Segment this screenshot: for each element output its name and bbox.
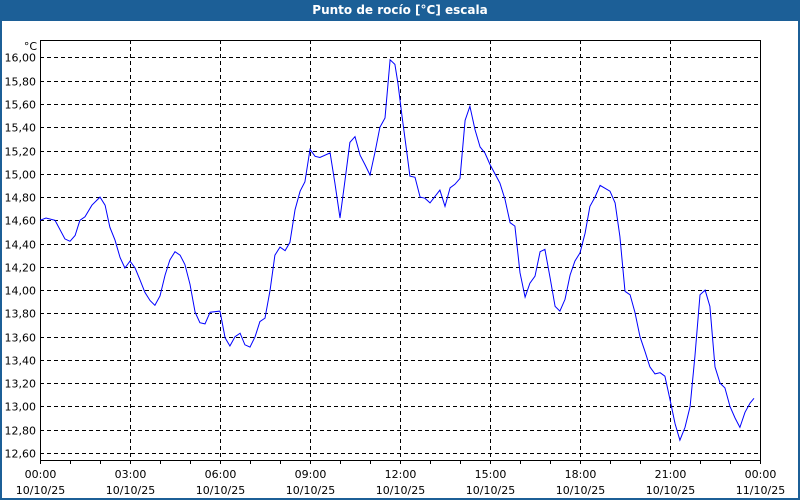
x-tick-date: 10/10/25 (106, 484, 155, 497)
y-tick-label: 15,00 (5, 169, 37, 182)
y-tick-label: 13,80 (5, 308, 37, 321)
x-tick-time: 21:00 (655, 468, 687, 481)
x-tick-time: 06:00 (205, 468, 237, 481)
x-tick-time: 00:00 (25, 468, 57, 481)
y-tick-label: 15,40 (5, 122, 37, 135)
x-tick-time: 00:00 (745, 468, 777, 481)
x-tick-date: 10/10/25 (556, 484, 605, 497)
y-tick-label: 16,00 (5, 52, 37, 65)
x-tick-date: 10/10/25 (376, 484, 425, 497)
y-tick-label: 14,80 (5, 192, 37, 205)
y-tick-label: 15,60 (5, 99, 37, 112)
y-tick-label: 14,60 (5, 215, 37, 228)
y-tick-label: 13,60 (5, 332, 37, 345)
x-tick-date: 10/10/25 (286, 484, 335, 497)
y-tick-label: 14,00 (5, 285, 37, 298)
y-tick-label: 15,80 (5, 76, 37, 89)
x-tick-time: 03:00 (115, 468, 147, 481)
x-tick-date: 10/10/25 (646, 484, 695, 497)
y-tick-label: 13,00 (5, 401, 37, 414)
x-tick-time: 09:00 (295, 468, 327, 481)
y-tick-label: 14,20 (5, 262, 37, 275)
plot-frame (40, 40, 761, 461)
y-axis-unit: °C (24, 40, 38, 53)
x-tick-date: 10/10/25 (196, 484, 245, 497)
x-tick-date: 10/10/25 (466, 484, 515, 497)
y-tick-label: 12,60 (5, 448, 37, 461)
y-tick-label: 14,40 (5, 239, 37, 252)
x-tick-time: 18:00 (565, 468, 597, 481)
x-tick-date: 10/10/25 (16, 484, 65, 497)
y-tick-label: 15,20 (5, 146, 37, 159)
window-title: Punto de rocío [°C] escala (0, 0, 800, 20)
series-line-dew-point (39, 58, 755, 442)
x-tick-time: 15:00 (475, 468, 507, 481)
x-tick-time: 12:00 (385, 468, 417, 481)
y-tick-label: 12,80 (5, 425, 37, 438)
y-tick-label: 13,20 (5, 378, 37, 391)
y-tick-label: 13,40 (5, 355, 37, 368)
x-tick-date: 11/10/25 (736, 484, 785, 497)
